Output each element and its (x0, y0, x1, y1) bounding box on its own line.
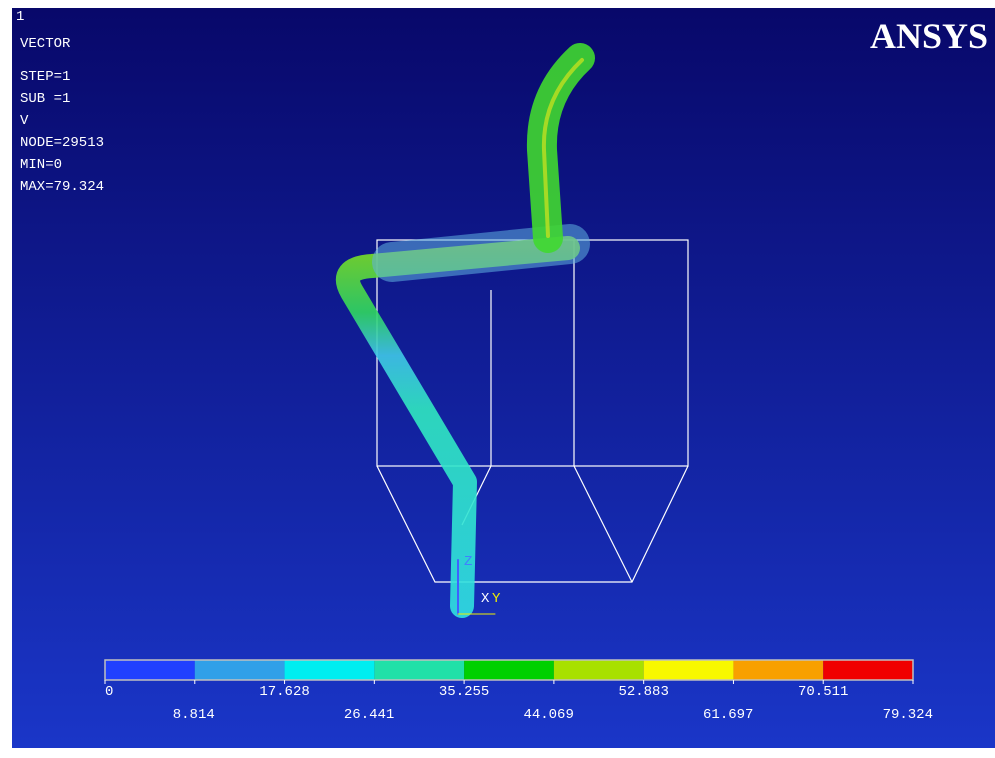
info-line: MAX=79.324 (20, 179, 104, 195)
triad-label: Z (464, 554, 472, 570)
legend-swatch (554, 660, 644, 680)
window-number: 1 (16, 9, 24, 25)
info-line: SUB =1 (20, 91, 70, 107)
graphics-area (12, 8, 995, 748)
legend-label: 70.511 (798, 684, 848, 700)
legend-label: 8.814 (173, 707, 215, 723)
info-line: V (20, 113, 29, 129)
legend-label: 26.441 (344, 707, 394, 723)
triad-label: Y (492, 591, 501, 607)
legend-label: 79.324 (883, 707, 933, 723)
info-line: NODE=29513 (20, 135, 104, 151)
legend-label: 52.883 (618, 684, 668, 700)
info-line: MIN=0 (20, 157, 62, 173)
legend-label: 61.697 (703, 707, 753, 723)
page: {"window": {"number": "1", "logo": "ANSY… (0, 0, 995, 758)
legend-label: 0 (105, 684, 113, 700)
legend-swatch (644, 660, 734, 680)
legend-swatch (733, 660, 823, 680)
legend-swatch (374, 660, 464, 680)
legend-swatch (823, 660, 913, 680)
legend-label: 35.255 (439, 684, 489, 700)
legend-label: 44.069 (523, 707, 573, 723)
ansys-logo: ANSYS (870, 16, 988, 56)
info-line: VECTOR (20, 36, 71, 52)
legend-label: 17.628 (259, 684, 309, 700)
legend-swatch (285, 660, 375, 680)
viewport: 1 ANSYS VECTOR STEP=1 SUB =1 V NODE=29513 MIN… (0, 0, 995, 758)
triad-label: X (481, 591, 490, 607)
info-line: STEP=1 (20, 69, 70, 85)
legend-swatch (464, 660, 554, 680)
legend-swatch (105, 660, 195, 680)
legend-swatch (195, 660, 285, 680)
